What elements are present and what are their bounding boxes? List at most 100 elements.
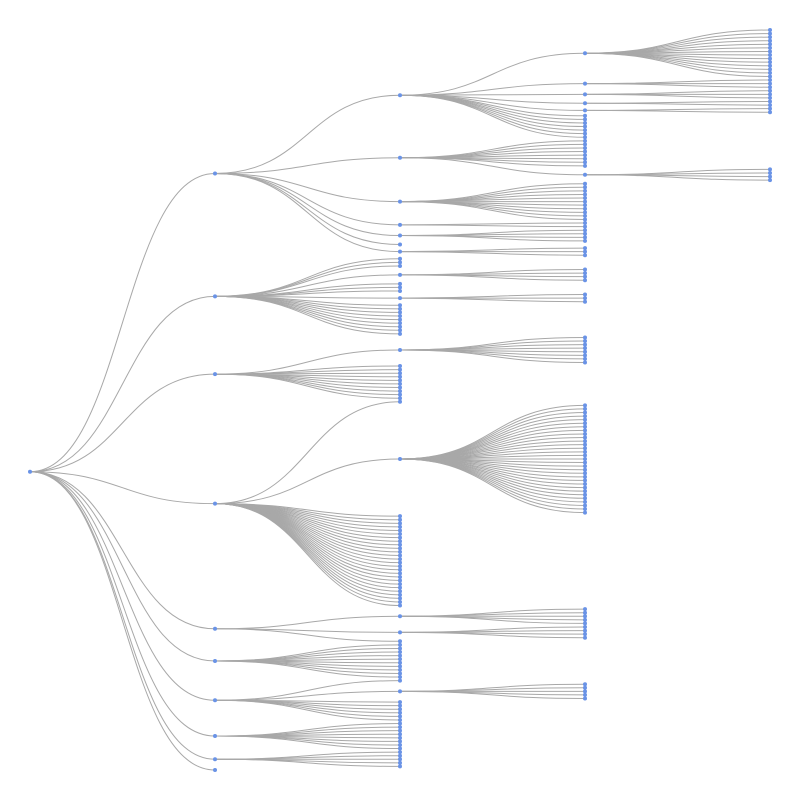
tree-leaf-node[interactable]: [398, 657, 402, 661]
tree-leaf-node[interactable]: [398, 389, 402, 393]
tree-branch-node[interactable]: [583, 108, 587, 112]
tree-leaf-node[interactable]: [398, 546, 402, 550]
tree-leaf-node[interactable]: [398, 371, 402, 375]
tree-leaf-node[interactable]: [583, 346, 587, 350]
tree-leaf-node[interactable]: [398, 310, 402, 314]
tree-leaf-node[interactable]: [583, 210, 587, 214]
tree-leaf-node[interactable]: [583, 414, 587, 418]
tree-leaf-node[interactable]: [768, 64, 772, 68]
tree-leaf-node[interactable]: [583, 439, 587, 443]
tree-leaf-node[interactable]: [583, 353, 587, 357]
tree-branch-node[interactable]: [583, 92, 587, 96]
tree-leaf-node[interactable]: [398, 754, 402, 758]
tree-leaf-node[interactable]: [398, 364, 402, 368]
tree-leaf-node[interactable]: [583, 403, 587, 407]
tree-leaf-node[interactable]: [583, 182, 587, 186]
tree-leaf-node[interactable]: [583, 296, 587, 300]
tree-leaf-node[interactable]: [583, 157, 587, 161]
tree-leaf-node[interactable]: [583, 486, 587, 490]
tree-leaf-node[interactable]: [583, 686, 587, 690]
tree-leaf-node[interactable]: [768, 53, 772, 57]
tree-leaf-node[interactable]: [768, 89, 772, 93]
tree-leaf-node[interactable]: [583, 482, 587, 486]
tree-leaf-node[interactable]: [583, 503, 587, 507]
tree-leaf-node[interactable]: [583, 228, 587, 232]
tree-branch-node[interactable]: [398, 296, 402, 300]
tree-leaf-node[interactable]: [398, 400, 402, 404]
tree-leaf-node[interactable]: [398, 528, 402, 532]
tree-leaf-node[interactable]: [583, 636, 587, 640]
tree-leaf-node[interactable]: [583, 207, 587, 211]
tree-leaf-node[interactable]: [583, 350, 587, 354]
tree-leaf-node[interactable]: [398, 521, 402, 525]
tree-branch-node[interactable]: [213, 627, 217, 631]
tree-leaf-node[interactable]: [583, 142, 587, 146]
tree-leaf-node[interactable]: [583, 697, 587, 701]
tree-leaf-node[interactable]: [398, 532, 402, 536]
tree-leaf-node[interactable]: [583, 493, 587, 497]
tree-leaf-node[interactable]: [398, 732, 402, 736]
tree-leaf-node[interactable]: [583, 217, 587, 221]
tree-leaf-node[interactable]: [768, 178, 772, 182]
tree-leaf-node[interactable]: [583, 507, 587, 511]
tree-leaf-node[interactable]: [398, 586, 402, 590]
tree-leaf-node[interactable]: [583, 496, 587, 500]
tree-branch-node[interactable]: [398, 630, 402, 634]
tree-leaf-node[interactable]: [583, 153, 587, 157]
tree-leaf-node[interactable]: [583, 625, 587, 629]
tree-leaf-node[interactable]: [583, 618, 587, 622]
tree-leaf-node[interactable]: [398, 757, 402, 761]
tree-leaf-node[interactable]: [583, 450, 587, 454]
tree-leaf-node[interactable]: [398, 679, 402, 683]
tree-leaf-node[interactable]: [768, 103, 772, 107]
tree-branch-node[interactable]: [398, 273, 402, 277]
tree-leaf-node[interactable]: [398, 307, 402, 311]
tree-leaf-node[interactable]: [398, 539, 402, 543]
tree-leaf-node[interactable]: [398, 564, 402, 568]
tree-leaf-node[interactable]: [583, 443, 587, 447]
tree-leaf-node[interactable]: [583, 339, 587, 343]
tree-leaf-node[interactable]: [398, 725, 402, 729]
tree-leaf-node[interactable]: [398, 382, 402, 386]
tree-leaf-node[interactable]: [398, 661, 402, 665]
tree-branch-node[interactable]: [398, 93, 402, 97]
tree-leaf-node[interactable]: [398, 704, 402, 708]
tree-leaf-node[interactable]: [583, 425, 587, 429]
tree-leaf-node[interactable]: [398, 321, 402, 325]
tree-leaf-node[interactable]: [583, 192, 587, 196]
tree-branch-node[interactable]: [213, 698, 217, 702]
tree-leaf-node[interactable]: [768, 78, 772, 82]
tree-leaf-node[interactable]: [583, 232, 587, 236]
tree-leaf-node[interactable]: [398, 285, 402, 289]
tree-leaf-node[interactable]: [583, 614, 587, 618]
tree-leaf-node[interactable]: [398, 664, 402, 668]
tree-leaf-node[interactable]: [213, 768, 217, 772]
tree-branch-node[interactable]: [398, 223, 402, 227]
tree-leaf-node[interactable]: [398, 575, 402, 579]
tree-leaf-node[interactable]: [398, 596, 402, 600]
tree-leaf-node[interactable]: [583, 239, 587, 243]
tree-branch-node[interactable]: [213, 659, 217, 663]
tree-branch-node[interactable]: [583, 101, 587, 105]
tree-branch-node[interactable]: [583, 51, 587, 55]
tree-leaf-node[interactable]: [583, 196, 587, 200]
tree-branch-node[interactable]: [213, 294, 217, 298]
tree-leaf-node[interactable]: [583, 200, 587, 204]
tree-branch-node[interactable]: [213, 734, 217, 738]
tree-leaf-node[interactable]: [768, 67, 772, 71]
tree-leaf-node[interactable]: [398, 332, 402, 336]
tree-leaf-node[interactable]: [583, 117, 587, 121]
tree-leaf-node[interactable]: [768, 46, 772, 50]
tree-leaf-node[interactable]: [768, 74, 772, 78]
tree-leaf-node[interactable]: [583, 343, 587, 347]
tree-leaf-node[interactable]: [398, 750, 402, 754]
tree-leaf-node[interactable]: [583, 511, 587, 515]
tree-leaf-node[interactable]: [398, 736, 402, 740]
tree-leaf-node[interactable]: [583, 457, 587, 461]
tree-leaf-node[interactable]: [583, 693, 587, 697]
tree-branch-node[interactable]: [398, 200, 402, 204]
tree-branch-node[interactable]: [398, 156, 402, 160]
tree-leaf-node[interactable]: [583, 611, 587, 615]
tree-leaf-node[interactable]: [398, 325, 402, 329]
tree-leaf-node[interactable]: [583, 471, 587, 475]
